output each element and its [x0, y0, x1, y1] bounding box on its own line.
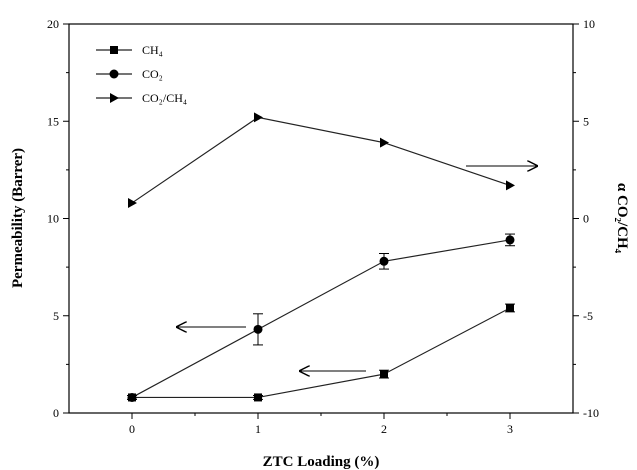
data-point	[254, 112, 263, 123]
legend: CH₄ CO₂ CO₂/CH₄	[96, 43, 187, 105]
y-tick-label: 20	[47, 17, 59, 31]
series-line	[131, 116, 511, 204]
y-tick-label: 15	[47, 114, 59, 128]
legend-item: CO₂	[96, 67, 163, 81]
x-tick-label: 0	[129, 422, 135, 436]
x-tick-label: 1	[255, 422, 261, 436]
legend-label: CO₂	[142, 67, 163, 81]
data-point	[253, 324, 263, 334]
y-tick-label: 10	[47, 212, 59, 226]
legend-item: CO₂/CH₄	[96, 91, 187, 105]
data-point	[380, 137, 389, 148]
legend-label: CO₂/CH₄	[142, 91, 187, 105]
y2-tick-label: -10	[583, 406, 599, 420]
data-point	[127, 392, 137, 402]
series-2	[127, 233, 515, 402]
y-axis-title: Permeability (Barrer)	[10, 148, 26, 288]
y2-axis-title: α CO₂/CH₄	[614, 183, 630, 254]
data-point	[379, 256, 389, 266]
series-3	[128, 112, 515, 208]
data-point	[254, 393, 262, 402]
y2-tick-label: 0	[583, 212, 589, 226]
plot-area-border	[68, 23, 574, 414]
legend-item: CH₄	[96, 43, 163, 57]
data-point	[380, 370, 388, 379]
axis-ticks: 0 1 2 3 0 5 10 15 20 -10 -5 0 5 10	[47, 17, 599, 436]
x-axis-title: ZTC Loading (%)	[263, 454, 380, 470]
legend-label: CH₄	[142, 43, 163, 57]
legend-marker	[109, 69, 119, 79]
data-point	[506, 180, 515, 191]
x-tick-label: 3	[507, 422, 513, 436]
annotation-arrows	[177, 166, 537, 371]
y2-tick-label: 5	[583, 114, 589, 128]
data-point	[506, 303, 514, 312]
plot-frame	[68, 23, 574, 414]
y2-tick-label: 10	[583, 17, 595, 31]
series-1	[127, 303, 515, 402]
y2-tick-label: -5	[583, 309, 593, 323]
x-tick-label: 2	[381, 422, 387, 436]
data-point	[128, 197, 137, 208]
series-layer	[127, 112, 515, 402]
data-point	[505, 235, 515, 245]
series-line	[131, 239, 511, 398]
y-tick-label: 5	[53, 309, 59, 323]
series-line	[132, 307, 511, 399]
legend-marker	[110, 93, 119, 103]
y-tick-label: 0	[53, 406, 59, 420]
legend-marker	[110, 46, 118, 54]
